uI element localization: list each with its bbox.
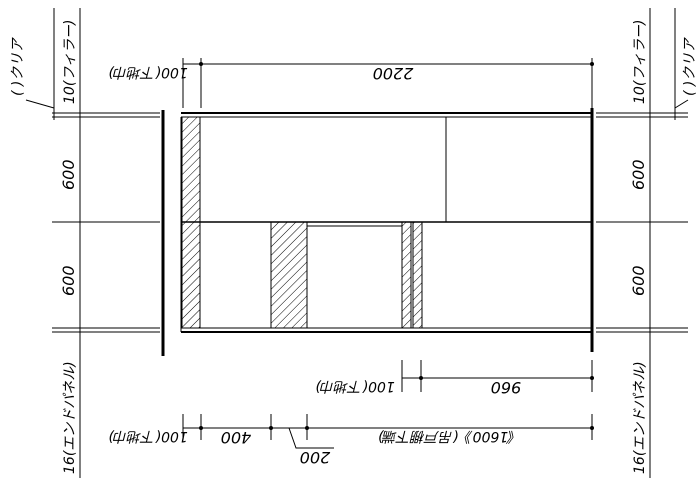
left-600-lower-label: 600: [59, 265, 78, 296]
right-end-panel-label: 16(エンドパネル): [632, 361, 648, 474]
left-end-panel-label: 16(エンドパネル): [62, 361, 78, 474]
right-600-upper-label: 600: [629, 159, 648, 190]
hatched-panel-200: [270, 221, 308, 329]
bot-100-label: 100(下地巾): [108, 428, 188, 444]
left-filler-lower: [181, 221, 201, 329]
mid-960-label: 960: [491, 378, 522, 397]
hatched-strip-right-a: [401, 221, 412, 329]
top-2200-label: 2200: [373, 64, 414, 83]
lower-cabinets: [181, 222, 592, 333]
hatched-strip-right-b: [412, 221, 423, 329]
right-600-lower-label: 600: [629, 265, 648, 296]
right-filler-label: 10(フィラー): [632, 20, 648, 104]
left-clear-label: ( )クリア: [10, 37, 26, 96]
right-clear-label: ( )クリア: [682, 37, 698, 96]
middle-dimension: [401, 360, 594, 392]
top-100-label: 100(下地巾): [108, 64, 188, 80]
bottom-dimension: [182, 414, 594, 449]
upper-cabinets: [180, 112, 592, 332]
bot-1600-label: 《1600》(吊戸棚下端): [378, 428, 523, 444]
extension-lines: [52, 112, 688, 333]
right-dimension-lines: [646, 8, 689, 478]
left-filler-upper: [181, 116, 201, 223]
left-dimension-lines: [25, 8, 84, 478]
left-filler-label: 10(フィラー): [62, 20, 78, 104]
mid-100-label: 100(下地巾): [315, 378, 395, 394]
left-600-upper-label: 600: [59, 159, 78, 190]
bot-400-label: 400: [221, 428, 252, 447]
top-dimension: [182, 58, 594, 108]
bot-200-label: 200: [300, 448, 331, 467]
